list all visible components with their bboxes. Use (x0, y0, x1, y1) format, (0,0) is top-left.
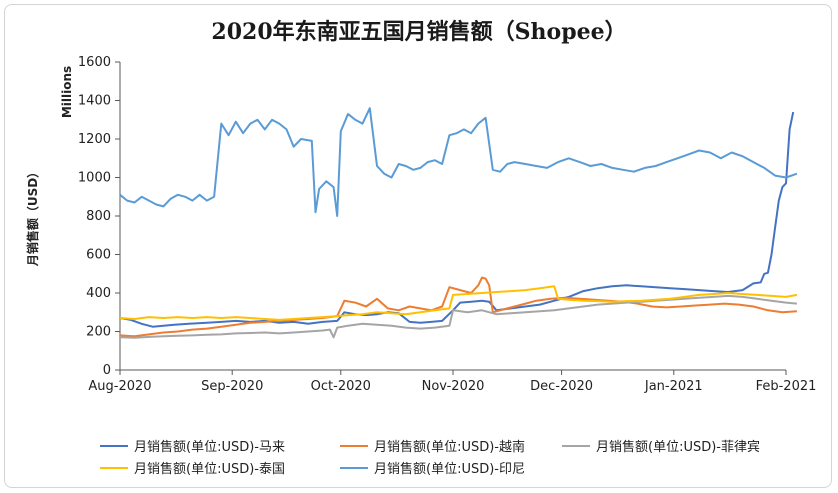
y-tick-label: 400 (86, 286, 111, 301)
x-tick-label: Dec-2020 (530, 379, 593, 394)
legend-label: 月销售额(单位:USD)-菲律宾 (596, 440, 760, 455)
legend-item: 月销售额(单位:USD)-马来 (100, 436, 285, 455)
legend-label: 月销售额(单位:USD)-泰国 (134, 462, 285, 477)
x-tick-label: Feb-2021 (756, 379, 817, 394)
y-tick-label: 1000 (78, 171, 111, 186)
y-unit-label: Millions (60, 66, 74, 118)
y-axis-title: 月销售额（USD） (25, 166, 40, 267)
legend-swatch (100, 466, 128, 469)
chart-frame (4, 4, 832, 488)
x-tick-label: Aug-2020 (88, 379, 151, 394)
legend-label: 月销售额(单位:USD)-越南 (374, 440, 525, 455)
legend-label: 月销售额(单位:USD)-印尼 (374, 462, 525, 477)
x-tick-label: Sep-2020 (201, 379, 263, 394)
y-tick-label: 1200 (78, 132, 111, 147)
legend-item: 月销售额(单位:USD)-越南 (340, 436, 525, 455)
series-line-3 (119, 285, 798, 321)
series-line-1 (119, 276, 797, 338)
chart-legend: 月销售额(单位:USD)-马来 月销售额(单位:USD)-越南 月销售额(单位:US… (100, 436, 800, 480)
series-line-4 (119, 107, 798, 217)
y-tick-label: 1600 (78, 55, 111, 70)
y-tick-label: 1400 (78, 94, 111, 109)
series-line-2 (119, 294, 797, 339)
x-tick-label: Jan-2021 (644, 379, 703, 394)
legend-swatch (340, 444, 368, 447)
x-tick-label: Nov-2020 (422, 379, 485, 394)
x-tick-label: Oct-2020 (311, 379, 371, 394)
y-tick-label: 0 (103, 363, 111, 378)
y-tick-label: 800 (86, 209, 111, 224)
legend-swatch (562, 444, 590, 447)
legend-label: 月销售额(单位:USD)-马来 (134, 440, 285, 455)
y-tick-label: 600 (86, 248, 111, 263)
legend-item: 月销售额(单位:USD)-菲律宾 (562, 436, 760, 455)
legend-swatch (340, 466, 368, 469)
legend-item: 月销售额(单位:USD)-泰国 (100, 458, 285, 477)
y-tick-label: 200 (86, 325, 111, 340)
legend-item: 月销售额(单位:USD)-印尼 (340, 458, 525, 477)
legend-swatch (100, 444, 128, 447)
chart-title: 2020年东南亚五国月销售额（Shopee） (211, 19, 627, 45)
